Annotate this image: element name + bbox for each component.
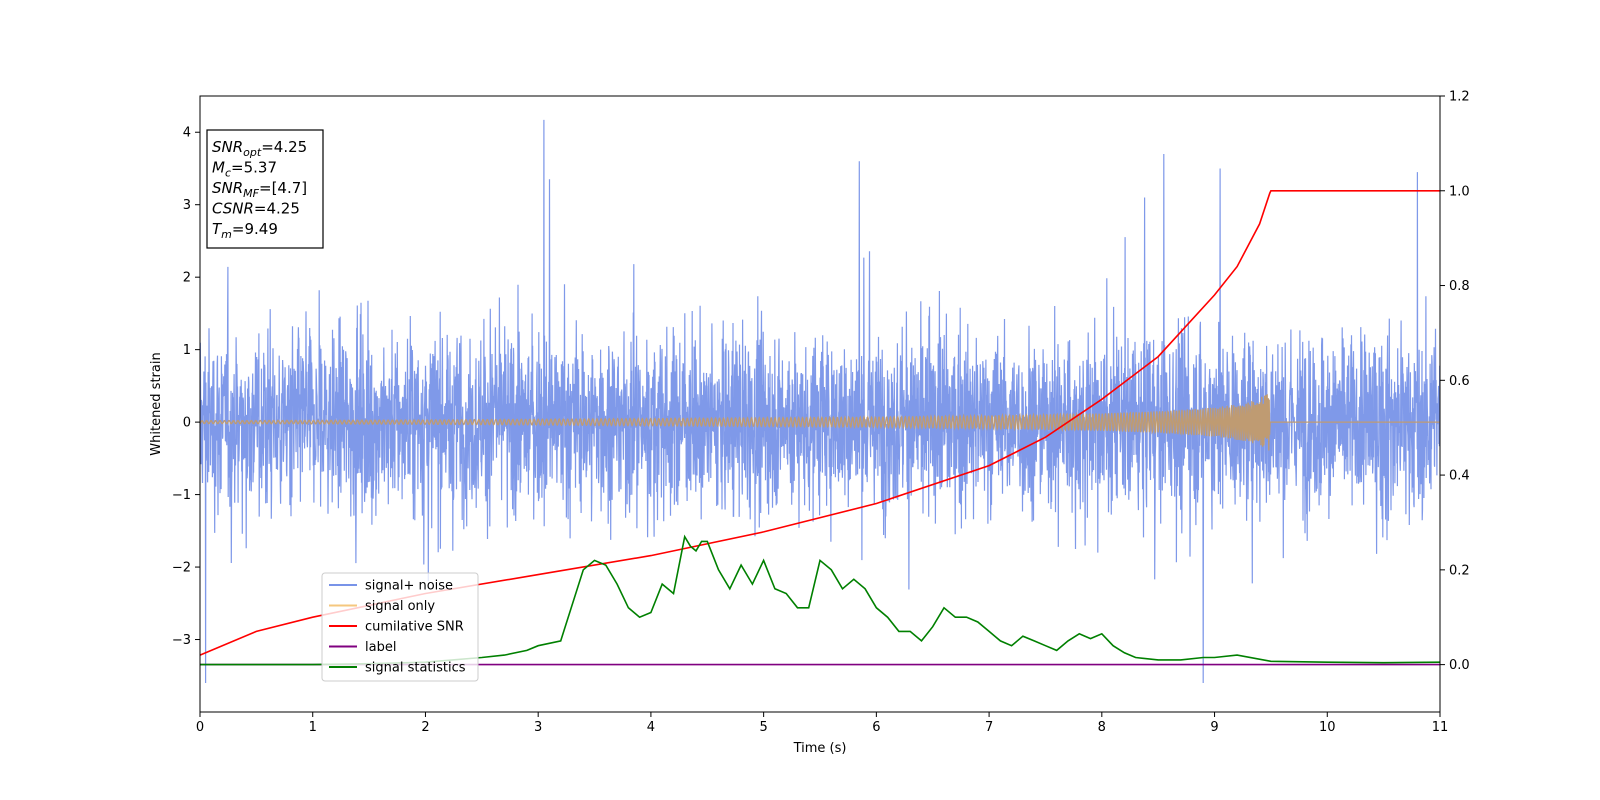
legend-label: signal+ noise (365, 579, 453, 594)
legend-label: label (365, 640, 396, 655)
x-tick-label: 3 (534, 720, 542, 735)
annotation-line: CSNR=4.25 (212, 200, 300, 218)
x-tick-label: 4 (647, 720, 655, 735)
legend-label: signal statistics (365, 661, 466, 676)
legend-label: signal only (365, 599, 435, 614)
y-right-tick-label: 1.0 (1449, 184, 1470, 199)
series-signal-noise (200, 119, 1440, 684)
y-left-tick-label: 1 (183, 343, 191, 358)
x-tick-label: 7 (985, 720, 993, 735)
y-left-tick-label: −1 (172, 488, 191, 503)
x-tick-label: 6 (872, 720, 880, 735)
legend-frame (321, 572, 479, 682)
y-left-tick-label: −2 (172, 561, 191, 576)
y-right-tick-label: 1.2 (1449, 90, 1470, 105)
x-tick-label: 10 (1319, 720, 1336, 735)
y-left-tick-label: 4 (183, 126, 191, 141)
legend: signal+ noise signal only cumilative SNR la… (321, 572, 479, 682)
y-axis-label: Whitened strain (149, 352, 164, 455)
x-axis-label: Time (s) (793, 741, 847, 756)
y-left-tick-label: 3 (183, 198, 191, 213)
y-right-tick-label: 0.8 (1449, 279, 1470, 294)
y-right-tick-label: 0.4 (1449, 469, 1470, 484)
y-left-tick-label: −3 (172, 633, 191, 648)
x-tick-label: 2 (421, 720, 429, 735)
legend-label: cumilative SNR (365, 620, 464, 635)
y-right-tick-label: 0.0 (1449, 658, 1470, 673)
annotation-line: Mc=5.37 (212, 159, 277, 180)
x-tick-label: 1 (309, 720, 317, 735)
y-left-tick-label: 0 (183, 416, 191, 431)
annotation-frame (206, 129, 324, 249)
y-right-tick-label: 0.2 (1449, 563, 1470, 578)
x-tick-label: 8 (1098, 720, 1106, 735)
x-tick-label: 5 (759, 720, 767, 735)
x-tick-label: 9 (1210, 720, 1218, 735)
annotation-line: SNRopt=4.25 (212, 138, 307, 159)
series-signal-only (200, 394, 1440, 451)
x-tick-label: 0 (196, 720, 204, 735)
annotation-line: SNRMF=[4.7] (212, 179, 307, 200)
y-left-tick-label: 2 (183, 271, 191, 286)
x-tick-label: 11 (1432, 720, 1449, 735)
series-signal-statistics (200, 534, 1440, 666)
annotation-line: Tm=9.49 (212, 220, 278, 241)
axes-layer: 0 1 2 3 4 5 6 7 8 9 10 11 −3 −2 −1 0 1 2 3 4 0.0 0.2 0.4 0.6 0.8… (172, 90, 1470, 736)
y-right-tick-label: 0.6 (1449, 374, 1470, 389)
plot-frame (199, 95, 1441, 713)
